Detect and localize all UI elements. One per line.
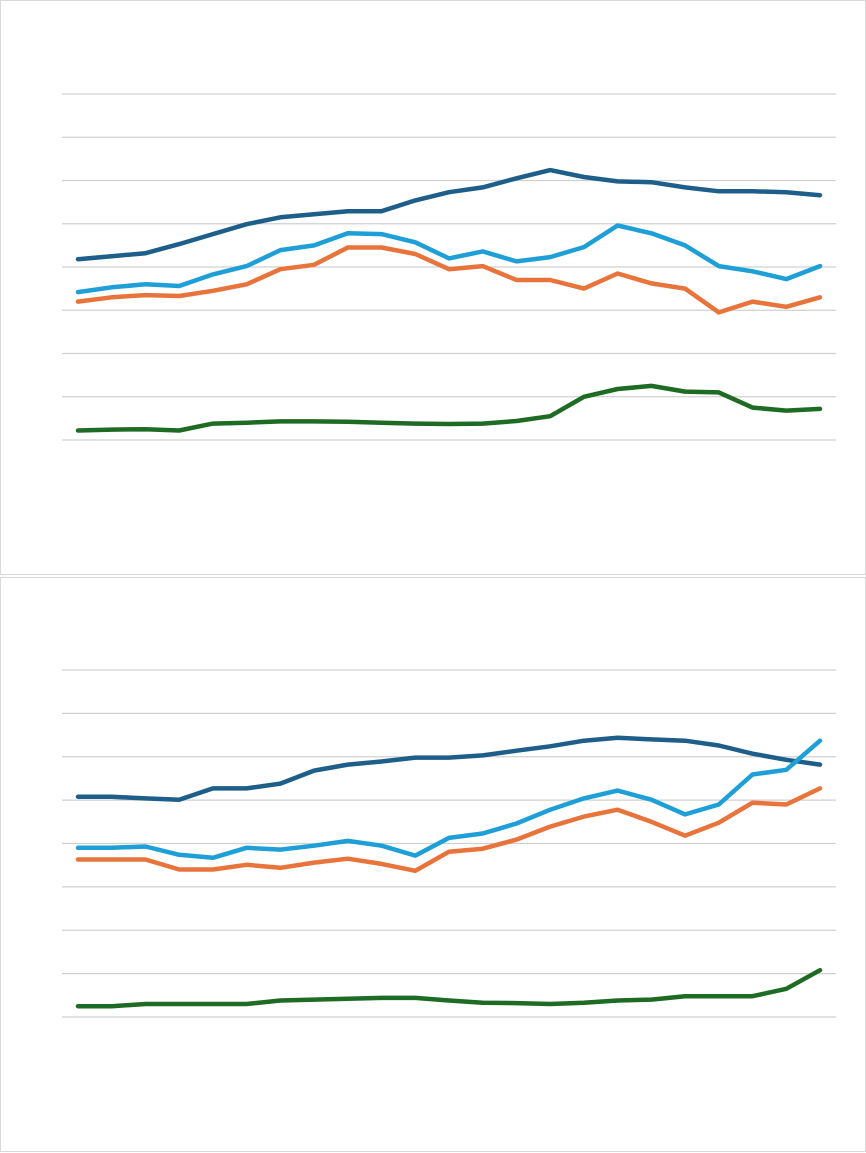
series-line — [75, 383, 823, 433]
series-line — [75, 738, 823, 861]
series-line — [75, 167, 823, 262]
chart-panel — [0, 577, 866, 1152]
chart-panel — [0, 0, 866, 575]
series-line — [75, 735, 823, 802]
series-line — [75, 223, 823, 295]
series-line — [75, 245, 823, 315]
series-line — [75, 786, 823, 874]
series-line — [75, 967, 823, 1009]
